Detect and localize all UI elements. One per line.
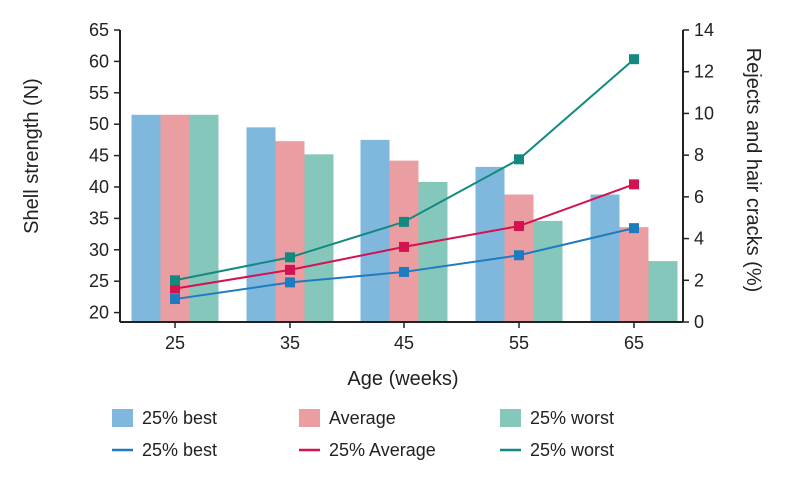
point-marker [629,223,639,234]
point-marker [514,154,524,165]
y-tick-label: 35 [89,208,109,228]
y2-tick-label: 12 [694,62,714,82]
bar [131,114,161,322]
bar [475,166,505,322]
bar [648,261,678,322]
y2-tick-label: 10 [694,103,714,123]
legend-bar-swatch [299,409,320,427]
point-marker [285,264,295,275]
bar [590,194,620,322]
bar [619,227,649,322]
point-marker [514,250,524,261]
y2-tick-label: 8 [694,145,704,165]
legend: 25% best Average 25% worst 25% best 25% Aver… [112,408,614,460]
legend-label: 25% best [142,440,217,460]
y-tick-label: 30 [89,240,109,260]
legend-label: 25% best [142,408,217,428]
x-axis-title: Age (weeks) [347,368,458,390]
y2-tick-label: 4 [694,229,704,249]
y-tick-label: 55 [89,83,109,103]
point-marker [629,54,639,65]
point-marker [170,294,180,305]
y2-tick-label: 0 [694,312,704,332]
x-tick-label: 35 [280,333,300,353]
point-marker [399,241,409,252]
legend-label: 25% Average [329,440,436,460]
bar [533,220,563,322]
bar [246,127,276,322]
point-marker [629,179,639,190]
y-tick-label: 20 [89,303,109,323]
point-marker [170,283,180,294]
line-group [170,54,639,305]
point-marker [285,252,295,263]
point-marker [399,266,409,277]
y2-tick-label: 6 [694,187,704,207]
y-axis-title: Shell strength (N) [21,78,43,234]
legend-bar-swatch [500,409,521,427]
y-tick-label: 40 [89,177,109,197]
y-tick-label: 45 [89,146,109,166]
x-tick-label: 25 [165,333,185,353]
tick-labels: 20 25 30 35 40 45 50 55 60 65 0 2 4 6 8 10 12 14 25 35 45 55 6… [89,20,714,353]
point-marker [399,216,409,227]
legend-label: 25% worst [530,440,614,460]
y2-tick-label: 2 [694,270,704,290]
x-tick-label: 45 [394,333,414,353]
y2-tick-label: 14 [694,20,714,40]
y-tick-label: 50 [89,114,109,134]
y-tick-label: 65 [89,20,109,40]
point-marker [514,221,524,232]
y-tick-label: 25 [89,271,109,291]
point-marker [170,275,180,286]
legend-label: 25% worst [530,408,614,428]
legend-bar-swatch [112,409,133,427]
bar [418,181,448,322]
bar [189,114,219,322]
x-tick-label: 65 [624,333,644,353]
point-marker [285,277,295,288]
y2-axis-title: Rejects and hair cracks (%) [742,48,764,293]
y-tick-label: 60 [89,51,109,71]
bar [275,141,305,322]
legend-label: Average [329,408,396,428]
x-tick-label: 55 [509,333,529,353]
bar [389,160,419,322]
bar-group [131,114,678,322]
axes [119,30,684,323]
bar [304,154,334,322]
